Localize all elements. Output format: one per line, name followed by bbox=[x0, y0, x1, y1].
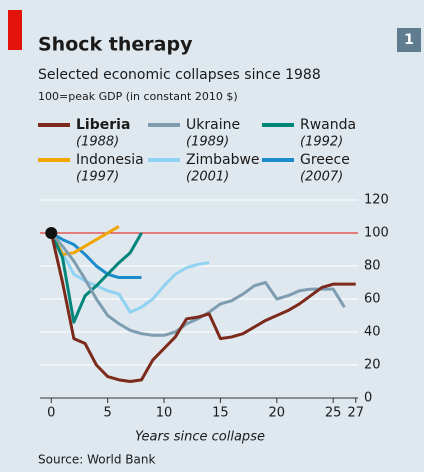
series-line bbox=[49, 232, 356, 383]
series-line bbox=[49, 232, 143, 324]
y-tick-label: 100 bbox=[364, 226, 389, 241]
source: Source: World Bank bbox=[38, 453, 155, 467]
series-line bbox=[50, 231, 142, 280]
legend-year: (1997) bbox=[76, 170, 119, 185]
badge-box bbox=[397, 28, 421, 52]
legend-label: Greece bbox=[300, 152, 350, 168]
subtitle: Selected economic collapses since 1988 bbox=[38, 67, 321, 83]
legend-label: Indonesia bbox=[76, 152, 144, 168]
x-tick-label: 25 bbox=[325, 406, 342, 421]
legend-year: (2001) bbox=[186, 170, 229, 185]
y-tick-label: 40 bbox=[364, 325, 381, 340]
legend-label: Liberia bbox=[76, 117, 130, 133]
legend-label: Ukraine bbox=[186, 117, 240, 133]
legend-year: (1989) bbox=[186, 135, 229, 150]
y-tick-label: 60 bbox=[364, 292, 381, 307]
y-tick-label: 20 bbox=[364, 358, 381, 373]
series-line bbox=[50, 232, 346, 337]
legend-label: Rwanda bbox=[300, 117, 356, 133]
y-tick-label: 0 bbox=[364, 391, 372, 406]
x-tick-label: 27 bbox=[347, 406, 364, 421]
x-tick-label: 15 bbox=[212, 406, 229, 421]
x-axis-label: Years since collapse bbox=[135, 430, 265, 445]
legend-year: (1988) bbox=[76, 135, 119, 150]
red-tag bbox=[8, 10, 22, 50]
y-tick-label: 120 bbox=[364, 193, 389, 208]
x-tick-label: 5 bbox=[104, 406, 112, 421]
legend-label: Zimbabwe bbox=[186, 152, 260, 168]
origin-dot bbox=[45, 227, 58, 239]
x-tick-label: 20 bbox=[269, 406, 286, 421]
y-tick-label: 80 bbox=[364, 259, 381, 274]
note: 100=peak GDP (in constant 2010 $) bbox=[38, 90, 238, 103]
legend-year: (2007) bbox=[300, 170, 343, 185]
chart-title: Shock therapy bbox=[38, 34, 193, 56]
legend-year: (1992) bbox=[300, 135, 343, 150]
x-tick-label: 0 bbox=[47, 406, 55, 421]
x-tick-label: 10 bbox=[156, 406, 173, 421]
badge: 1 bbox=[404, 32, 414, 48]
series-line bbox=[49, 232, 210, 314]
